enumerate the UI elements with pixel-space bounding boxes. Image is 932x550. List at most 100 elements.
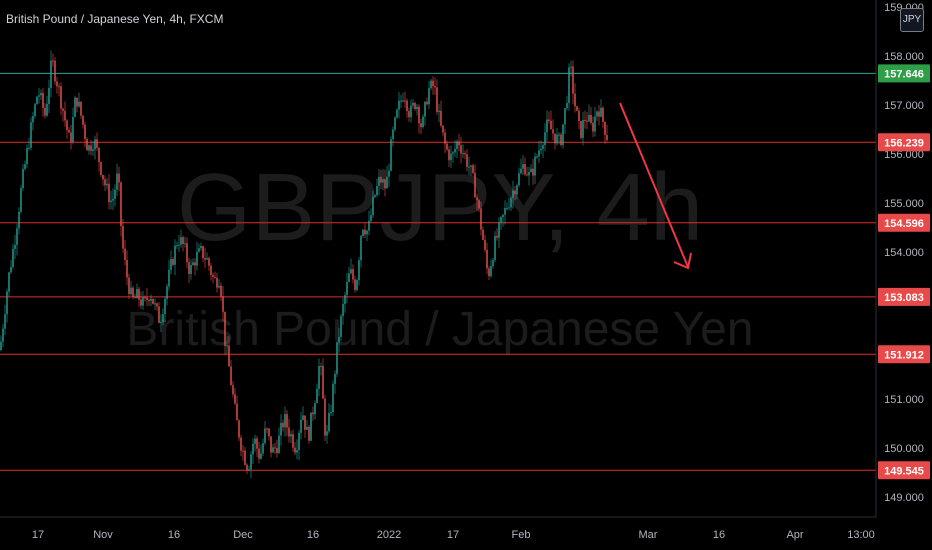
candle-body [520, 168, 522, 174]
candle-body [606, 135, 608, 141]
candle-body [186, 243, 188, 263]
candle-body [512, 190, 514, 199]
candle-body [138, 289, 140, 300]
candle-body [354, 279, 356, 290]
time-tick-label: 2022 [377, 529, 401, 541]
candle-body [388, 170, 390, 177]
candle-body [278, 435, 280, 454]
candle-body [440, 110, 442, 126]
candle-body [318, 366, 320, 389]
candle-body [62, 108, 64, 111]
candle-body [522, 164, 524, 169]
time-tick-label: 16 [713, 529, 725, 541]
candle-body [294, 447, 296, 453]
candle-body [24, 164, 26, 169]
candle-body [296, 449, 298, 453]
candle-body [98, 147, 100, 163]
candle-body [282, 422, 284, 428]
candle-body [106, 183, 108, 186]
candle-body [432, 80, 434, 87]
candle-body [500, 217, 502, 223]
candle-body [244, 450, 246, 465]
candle-body [248, 469, 250, 471]
candle-body [462, 153, 464, 155]
candle-body [316, 388, 318, 404]
candle-body [562, 124, 564, 146]
candle-body [416, 106, 418, 110]
candle-body [54, 60, 56, 82]
candle-body [532, 168, 534, 176]
candle-body [458, 141, 460, 146]
candle-body [598, 111, 600, 117]
candle-body [198, 248, 200, 252]
candle-body [490, 265, 492, 277]
candle-body [398, 100, 400, 110]
price-level-badge [878, 133, 930, 152]
price-level-label: 153.083 [884, 292, 924, 304]
candle-body [580, 121, 582, 138]
candle-body [256, 438, 258, 449]
candle-body [586, 120, 588, 122]
candle-body [60, 86, 62, 109]
candle-body [100, 162, 102, 176]
candle-body [166, 286, 168, 299]
candle-body [468, 166, 470, 168]
currency-button[interactable]: JPY [900, 8, 924, 32]
candle-body [266, 428, 268, 430]
candle-body [92, 149, 94, 151]
time-axis[interactable]: 17 Nov 16 Dec 16 2022 17 Feb Mar 16 Apr 13:00 [0, 516, 876, 541]
candle-body [474, 172, 476, 198]
candle-body [556, 134, 558, 144]
price-level-badge [878, 64, 930, 83]
candle-body [472, 165, 474, 173]
candle-body [270, 436, 272, 453]
candle-body [446, 143, 448, 150]
candle-body [236, 403, 238, 421]
candle-body [86, 139, 88, 151]
candle-body [356, 280, 358, 290]
candle-body [32, 116, 34, 123]
candle-body [350, 269, 352, 274]
candle-body [118, 173, 120, 183]
candle-body [510, 198, 512, 208]
candle-body [374, 195, 376, 197]
candle-body [396, 109, 398, 118]
candle-body [560, 134, 562, 146]
candle-body [184, 243, 186, 245]
forecast-arrow[interactable] [619, 102, 692, 270]
candle-body [394, 117, 396, 130]
candle-body [170, 259, 172, 270]
candle-body [226, 345, 228, 347]
candle-body [164, 298, 166, 314]
price-tick-label: 155.000 [884, 198, 924, 210]
candle-body [240, 437, 242, 451]
candle-body [84, 124, 86, 140]
candle-body [82, 115, 84, 125]
candle-body [412, 102, 414, 106]
candle-body [44, 107, 46, 116]
watermark-symbol: GBPJPY, 4h [177, 154, 704, 261]
candle-body [264, 428, 266, 444]
candle-body [576, 106, 578, 111]
candle-body [484, 239, 486, 250]
candle-body [4, 314, 6, 329]
candle-body [340, 316, 342, 337]
candle-body [444, 132, 446, 144]
candle-body [408, 111, 410, 118]
candle-body [0, 341, 2, 350]
candle-body [542, 145, 544, 149]
candle-body [402, 100, 404, 102]
candle-body [574, 93, 576, 107]
candle-body [250, 454, 252, 470]
candle-body [332, 384, 334, 412]
candle-body [478, 200, 480, 209]
candle-body [290, 434, 292, 437]
candle-body [442, 125, 444, 133]
candle-body [536, 156, 538, 158]
candle-body [514, 190, 516, 195]
candle-body [336, 342, 338, 374]
candle-body [74, 97, 76, 117]
horizontal-levels[interactable] [0, 72, 876, 471]
candle-body [338, 336, 340, 343]
